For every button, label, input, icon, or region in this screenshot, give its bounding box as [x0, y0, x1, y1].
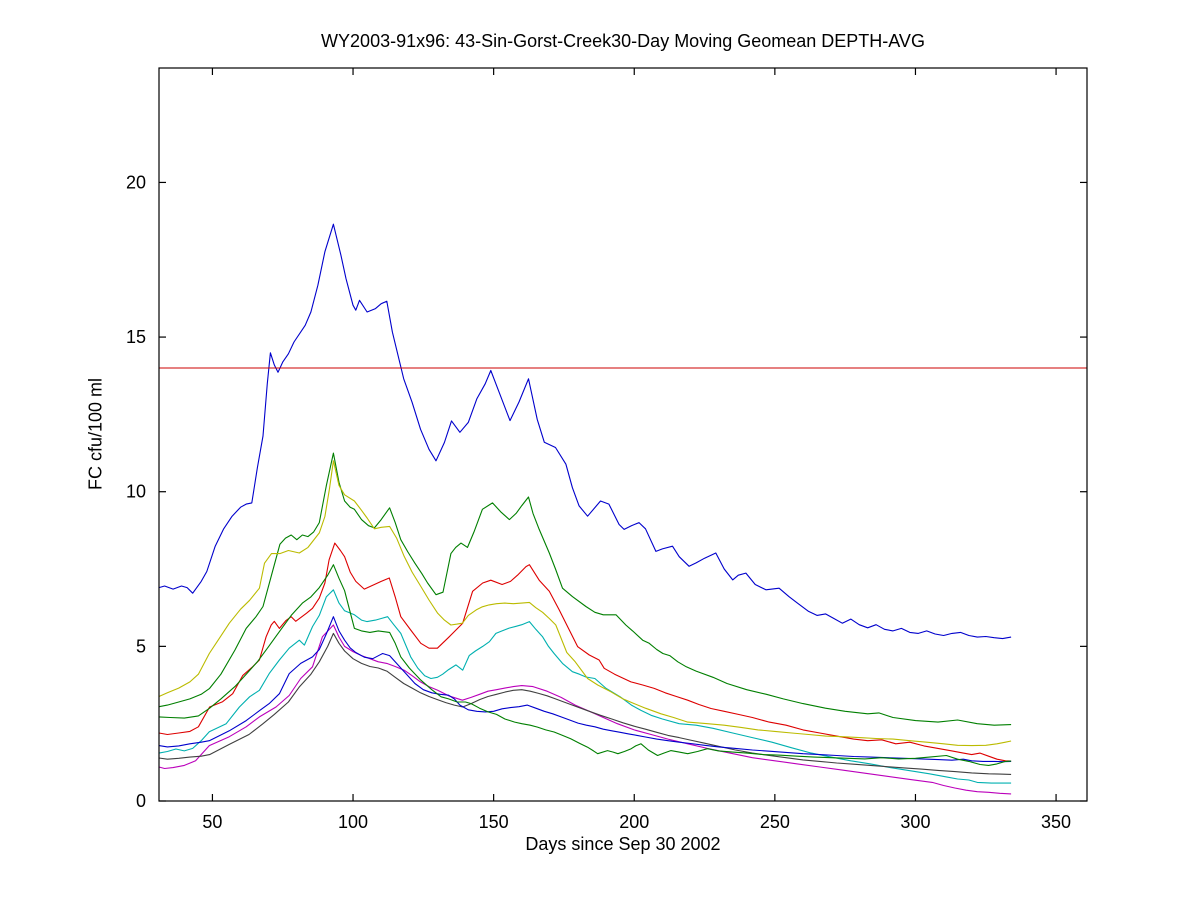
x-tick-label: 350 — [1041, 812, 1071, 832]
chart-title: WY2003-91x96: 43-Sin-Gorst-Creek30-Day M… — [321, 31, 925, 51]
x-tick-label: 200 — [619, 812, 649, 832]
y-tick-label: 5 — [136, 636, 146, 656]
x-axis-label: Days since Sep 30 2002 — [525, 834, 721, 854]
y-tick-label: 0 — [136, 791, 146, 811]
y-tick-label: 15 — [126, 327, 146, 347]
green-line-2 — [158, 564, 1012, 766]
dark-gray-line — [158, 632, 1012, 775]
magenta-line — [158, 624, 1012, 795]
blue-line-2 — [158, 616, 1012, 763]
y-tick-label: 20 — [126, 172, 146, 192]
x-tick-label: 50 — [202, 812, 222, 832]
x-tick-label: 100 — [338, 812, 368, 832]
cyan-line — [158, 589, 1012, 784]
x-tick-label: 250 — [760, 812, 790, 832]
y-tick-label: 10 — [126, 482, 146, 502]
axis-box — [158, 67, 1088, 802]
x-tick-label: 300 — [900, 812, 930, 832]
dark-yellow-line — [158, 460, 1012, 747]
green-line-1 — [158, 452, 1012, 726]
red-line — [158, 542, 1012, 762]
x-tick-label: 150 — [479, 812, 509, 832]
blue-line-1 — [158, 223, 1012, 640]
